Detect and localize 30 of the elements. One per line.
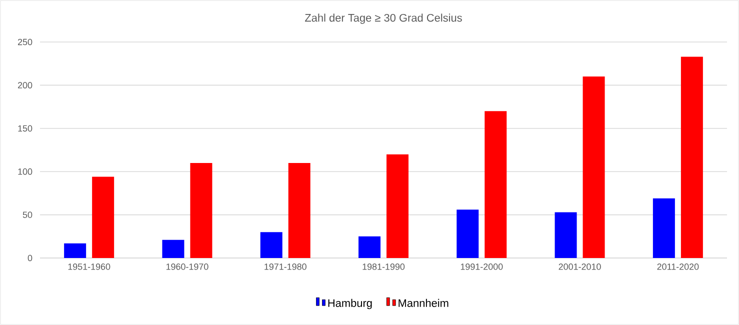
- bar: [358, 236, 381, 258]
- bar: [652, 198, 675, 258]
- x-tick-label: 1971-1980: [264, 264, 306, 270]
- bar: [162, 240, 184, 258]
- y-tick-label: 0: [28, 254, 32, 262]
- bar: [680, 56, 703, 258]
- bar: [288, 162, 310, 258]
- y-tick-label: 50: [22, 212, 32, 218]
- bar: [386, 154, 409, 258]
- bar: [92, 176, 114, 258]
- legend-label: Mannheim: [398, 298, 448, 307]
- x-tick-label: 1951-1960: [68, 264, 110, 270]
- bar: [260, 232, 282, 258]
- legend-label: Hamburg: [328, 298, 372, 310]
- bar: [554, 212, 577, 258]
- bar: [484, 111, 507, 258]
- y-tick-label: 150: [18, 125, 32, 132]
- x-tick-label: 1960-1970: [166, 264, 208, 270]
- chart-title: Zahl der Tage ≥ 30 Grad Celsius: [305, 14, 462, 24]
- y-tick-label: 250: [18, 38, 32, 46]
- y-tick-label: 100: [18, 168, 32, 175]
- x-tick-label: 2001-2010: [558, 264, 601, 270]
- y-tick-label: 200: [18, 82, 32, 88]
- bar: [582, 76, 605, 258]
- x-tick-label: 1981-1990: [362, 264, 405, 270]
- bar: [190, 162, 212, 258]
- x-tick-label: 1991-2000: [460, 264, 503, 270]
- bar: [64, 243, 86, 258]
- bar: [456, 210, 479, 258]
- x-tick-label: 2011-2020: [657, 264, 699, 270]
